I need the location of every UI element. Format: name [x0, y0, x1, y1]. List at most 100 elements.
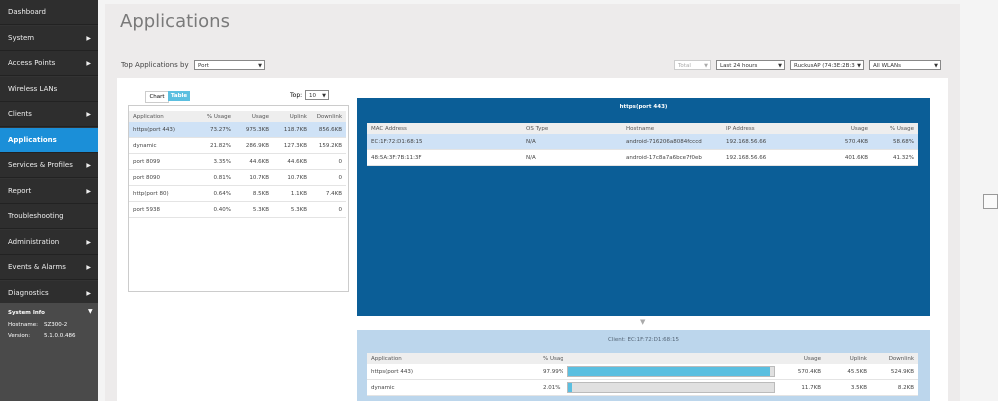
nav-arrow: ▶ [86, 264, 91, 271]
nav-item[interactable]: Report ▶ [0, 178, 98, 204]
column-header[interactable]: Application [129, 111, 197, 122]
nav-label: Diagnostics [8, 288, 49, 297]
cell: 0 [311, 169, 346, 186]
cell: 41.32% [872, 149, 918, 166]
system-info: System Info ▼ Hostname: SZ300-2 Version:… [0, 303, 98, 401]
cell: EC:1F:72:D1:68:15 [367, 134, 522, 150]
label: Top: [290, 92, 303, 99]
label: Hostname: [8, 322, 38, 328]
cell: N/A [522, 149, 622, 166]
cell: 5.3KB [273, 201, 311, 218]
cell: port 8090 [129, 169, 197, 186]
cell: 192.168.56.66 [722, 149, 820, 166]
column-header[interactable]: Usage [235, 111, 273, 122]
cell: 3.35% [197, 153, 235, 170]
column-header[interactable]: Usage [779, 353, 825, 364]
table-row[interactable]: https(port 443) 73.27% 975.3KB 118.7KB 856.6… [129, 122, 346, 138]
table: Application% Usage UsageUplinkDownlinkhtt… [367, 353, 918, 396]
nav-label: Dashboard [8, 8, 46, 16]
nav-item[interactable]: Applications [0, 127, 98, 153]
cell: 8.2KB [871, 379, 918, 396]
column-header[interactable]: Downlink [871, 353, 918, 364]
bar-cell [563, 379, 779, 396]
nav-item[interactable]: Wireless LANs [0, 76, 98, 102]
select: Total [674, 60, 711, 71]
cell: 44.6KB [273, 153, 311, 170]
select[interactable]: RuckusAP (74:3E:2B:3 [790, 60, 864, 71]
column-header[interactable]: IP Address [722, 123, 820, 134]
scrollbar-thumb[interactable] [983, 194, 998, 209]
column-header[interactable]: OS Type [522, 123, 622, 134]
nav-item[interactable]: Services & Profiles ▶ [0, 153, 98, 178]
column-header[interactable]: MAC Address [367, 123, 522, 134]
page-title: Applications [120, 11, 230, 32]
cell: 192.168.56.66 [722, 134, 820, 150]
table-row[interactable]: 48:5A:3F:7B:11:3F N/A android-17c8a7a6bce7… [367, 149, 918, 166]
collapse-icon[interactable]: ▼ [88, 308, 93, 315]
nav-item[interactable]: Diagnostics ▶ [0, 280, 98, 306]
select[interactable]: Last 24 hours [716, 60, 785, 71]
table-row[interactable]: http(port 80) 0.64% 8.5KB 1.1KB 7.4KB [129, 185, 346, 202]
column-header[interactable]: Uplink [825, 353, 871, 364]
table-row[interactable]: EC:1F:72:D1:68:15 N/A android-716206a8084f… [367, 134, 918, 150]
cell: 11.7KB [779, 379, 825, 396]
table-wrap: Application% Usage UsageUplinkDownlinkhtt… [367, 353, 918, 396]
panel-title: Client: EC:1F:72:D1:68:15 [607, 337, 680, 343]
table-row[interactable]: port 5938 0.40% 5.3KB 5.3KB 0 [129, 201, 346, 218]
table: MAC Address OS Type Hostname IP Address Usag… [367, 123, 918, 166]
nav-item[interactable]: Events & Alarms ▶ [0, 255, 98, 280]
nav-item[interactable]: Dashboard [0, 0, 98, 25]
cell: 570.4KB [820, 134, 872, 150]
nav-item[interactable]: Administration ▶ [0, 229, 98, 255]
cell: dynamic [129, 137, 197, 154]
value: SZ300-2 [44, 322, 68, 328]
cell: http(port 80) [129, 185, 197, 202]
select[interactable]: All WLANs [869, 60, 941, 71]
column-header[interactable]: % Usage [539, 353, 563, 364]
select[interactable]: 10 [305, 90, 329, 101]
select[interactable]: Port [194, 60, 265, 71]
column-header[interactable]: Application [367, 353, 539, 364]
cell: 8.5KB [235, 185, 273, 202]
cell: 0.81% [197, 169, 235, 186]
nav-item[interactable]: Troubleshooting [0, 204, 98, 229]
cell: 524.9KB [871, 364, 918, 380]
column-header[interactable]: Usage [820, 123, 872, 134]
cell: android-17c8a7a6bce7f0eb [622, 149, 722, 166]
cell: 45.5KB [825, 364, 871, 380]
table-row[interactable]: port 8090 0.81% 10.7KB 10.7KB 0 [129, 169, 346, 186]
column-header[interactable]: Hostname [622, 123, 722, 134]
table-row[interactable]: dynamic 2.01% 11.7KB 3.5KB 8.2KB [367, 379, 918, 396]
usage-bar [568, 383, 573, 392]
cell: 159.2KB [311, 137, 346, 154]
table-row[interactable]: port 8099 3.35% 44.6KB 44.6KB 0 [129, 153, 346, 170]
column-header[interactable]: % Usage [872, 123, 918, 134]
table-row[interactable]: https(port 443) 97.99% 570.4KB 45.5KB 524.9K… [367, 364, 918, 380]
cell: 21.82% [197, 137, 235, 154]
nav-item[interactable]: Access Points ▶ [0, 51, 98, 76]
cell: 0.64% [197, 185, 235, 202]
toggle-active[interactable]: Table [168, 91, 190, 101]
cell: 48:5A:3F:7B:11:3F [367, 149, 522, 166]
column-header[interactable]: Downlink [311, 111, 346, 122]
bar-cell [563, 364, 779, 380]
toggle[interactable]: Chart [145, 91, 169, 103]
cell: 127.3KB [273, 137, 311, 154]
cell: port 8099 [129, 153, 197, 170]
column-header [563, 353, 779, 364]
cell: 7.4KB [311, 185, 346, 202]
cell: 0 [311, 201, 346, 218]
cell: port 5938 [129, 201, 197, 218]
nav-item[interactable]: Clients ▶ [0, 102, 98, 127]
nav-item[interactable]: System ▶ [0, 25, 98, 51]
table-row[interactable]: dynamic 21.82% 286.9KB 127.3KB 159.2KB [129, 137, 346, 154]
cell: 0.40% [197, 201, 235, 218]
column-header[interactable]: % Usage [197, 111, 235, 122]
cell: https(port 443) [129, 122, 197, 138]
table-wrap: MAC Address OS Type Hostname IP Address Usag… [367, 123, 918, 166]
column-header[interactable]: Uplink [273, 111, 311, 122]
cell: 44.6KB [235, 153, 273, 170]
cell: 58.68% [872, 134, 918, 150]
